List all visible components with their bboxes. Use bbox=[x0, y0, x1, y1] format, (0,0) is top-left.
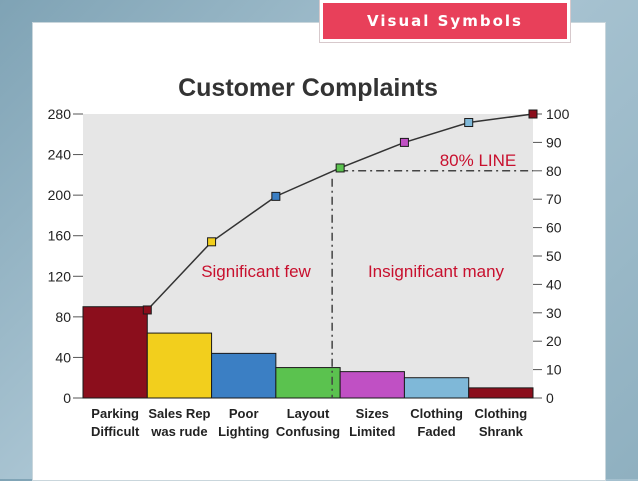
left-axis-tick-0: 0 bbox=[63, 390, 71, 406]
right-axis-tick-0: 0 bbox=[546, 390, 554, 406]
right-axis-tick-4: 40 bbox=[546, 276, 562, 292]
right-axis-tick-2: 20 bbox=[546, 333, 562, 349]
category-label-1: Sales Rep was rude bbox=[148, 406, 210, 439]
left-axis-tick-7: 280 bbox=[48, 106, 72, 122]
right-axis-tick-9: 90 bbox=[546, 134, 562, 150]
right-axis-tick-3: 30 bbox=[546, 305, 562, 321]
cumulative-marker-1 bbox=[207, 237, 217, 247]
annotation-insignificant-many: Insignificant many bbox=[368, 262, 505, 281]
category-label-line: Shrank bbox=[479, 424, 524, 439]
right-axis-tick-8: 80 bbox=[546, 163, 562, 179]
category-label-line: Confusing bbox=[276, 424, 340, 439]
bar-5 bbox=[403, 377, 470, 399]
left-axis-tick-2: 80 bbox=[55, 309, 71, 325]
category-label-line: was rude bbox=[150, 424, 207, 439]
category-label-2: Poor Lighting bbox=[218, 406, 269, 439]
bar-6 bbox=[468, 387, 534, 399]
category-label-line: Difficult bbox=[91, 424, 140, 439]
category-label-line: Sizes bbox=[356, 406, 389, 421]
category-label-line: Lighting bbox=[218, 424, 269, 439]
chart-title: Customer Complaints bbox=[178, 74, 438, 102]
bar-4 bbox=[339, 371, 405, 399]
left-axis-tick-6: 240 bbox=[48, 147, 72, 163]
cumulative-marker-0 bbox=[142, 305, 152, 315]
right-axis-tick-10: 100 bbox=[546, 106, 570, 122]
right-axis-tick-7: 70 bbox=[546, 191, 562, 207]
left-axis-tick-4: 160 bbox=[48, 228, 72, 244]
category-label-line: Faded bbox=[417, 424, 455, 439]
right-axis-tick-5: 50 bbox=[546, 248, 562, 264]
bar-2 bbox=[211, 352, 277, 399]
banner-title: Visual Symbols bbox=[367, 12, 523, 30]
right-axis-tick-6: 60 bbox=[546, 220, 562, 236]
cumulative-marker-3 bbox=[335, 163, 345, 173]
left-axis-tick-5: 200 bbox=[48, 187, 72, 203]
bar-3 bbox=[275, 367, 341, 399]
cumulative-marker-2 bbox=[271, 191, 281, 201]
category-label-line: Limited bbox=[349, 424, 395, 439]
category-label-line: Clothing bbox=[474, 406, 527, 421]
category-label-6: Clothing Shrank bbox=[474, 406, 527, 439]
left-axis-tick-3: 120 bbox=[48, 268, 72, 284]
cumulative-marker-4 bbox=[399, 137, 409, 147]
category-label-3: Layout Confusing bbox=[276, 406, 340, 439]
category-label-5: Clothing Faded bbox=[410, 406, 463, 439]
category-label-line: Clothing bbox=[410, 406, 463, 421]
category-label-line: Sales Rep bbox=[148, 406, 210, 421]
category-label-0: Parking Difficult bbox=[91, 406, 140, 439]
left-axis-tick-1: 40 bbox=[55, 349, 71, 365]
right-axis-tick-1: 10 bbox=[546, 362, 562, 378]
cumulative-marker-5 bbox=[464, 118, 474, 128]
category-label-line: Layout bbox=[287, 406, 330, 421]
category-label-line: Parking bbox=[91, 406, 139, 421]
cumulative-marker-6 bbox=[528, 109, 538, 119]
category-label-4: Sizes Limited bbox=[349, 406, 395, 439]
annotation-80-line: 80% LINE bbox=[440, 151, 517, 170]
bar-1 bbox=[146, 332, 213, 399]
slide-banner: Visual Symbols bbox=[320, 0, 570, 42]
annotation-significant-few: Significant few bbox=[201, 262, 311, 281]
bar-0 bbox=[82, 306, 148, 399]
category-label-line: Poor bbox=[229, 406, 259, 421]
